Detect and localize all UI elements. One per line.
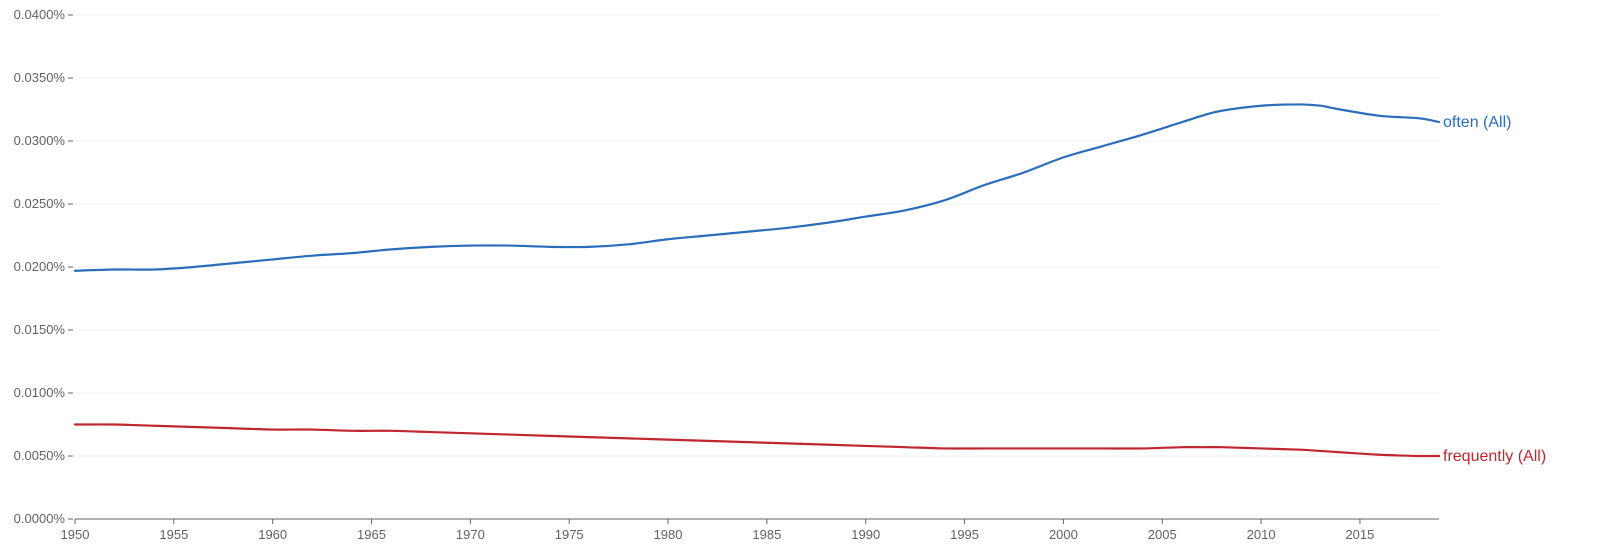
series-label-1: frequently (All) — [1443, 448, 1546, 465]
series-label-0: often (All) — [1443, 114, 1511, 131]
y-tick-label: 0.0350% — [14, 70, 66, 85]
x-tick-label: 1975 — [555, 527, 584, 542]
x-tick-label: 1950 — [61, 527, 90, 542]
y-tick-label: 0.0050% — [14, 448, 66, 463]
y-axis: 0.0000% 0.0050% 0.0100% 0.0150% 0.0200% 0.025… — [14, 7, 73, 526]
y-tick-label: 0.0100% — [14, 385, 66, 400]
series-labels: often (All) frequently (All) — [1443, 114, 1546, 465]
x-tick-label: 2015 — [1345, 527, 1374, 542]
x-tick-label: 2005 — [1148, 527, 1177, 542]
x-tick-label: 1985 — [752, 527, 781, 542]
x-tick-label: 2010 — [1247, 527, 1276, 542]
x-tick-label: 1955 — [159, 527, 188, 542]
x-axis: 1950 1955 1960 1965 1970 1975 1980 1985 1990 1995… — [61, 518, 1439, 542]
y-tick-label: 0.0200% — [14, 259, 66, 274]
y-tick-label: 0.0400% — [14, 7, 66, 22]
y-tick-label: 0.0300% — [14, 133, 66, 148]
gridlines — [75, 14, 1439, 457]
series-line-0[interactable] — [73, 103, 1441, 272]
x-tick-label: 1970 — [456, 527, 485, 542]
x-tick-label: 1980 — [654, 527, 683, 542]
y-tick-label: 0.0000% — [14, 511, 66, 526]
x-tick-label: 1965 — [357, 527, 386, 542]
x-tick-label: 1990 — [851, 527, 880, 542]
x-tick-label: 1995 — [950, 527, 979, 542]
x-tick-label: 2000 — [1049, 527, 1078, 542]
series-lines — [73, 103, 1441, 458]
y-tick-label: 0.0250% — [14, 196, 66, 211]
series-line-1[interactable] — [73, 423, 1441, 458]
y-tick-label: 0.0150% — [14, 322, 66, 337]
x-tick-label: 1960 — [258, 527, 287, 542]
